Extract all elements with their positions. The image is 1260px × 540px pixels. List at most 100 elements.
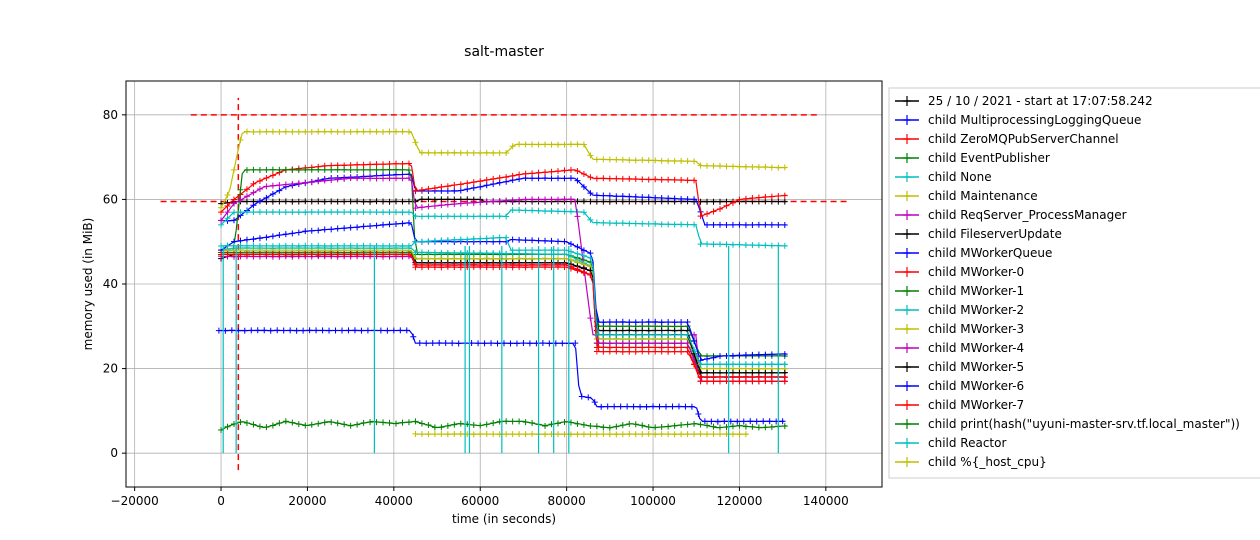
series-point — [559, 340, 566, 347]
series-point — [632, 175, 639, 182]
series-point — [749, 423, 756, 430]
series-point — [393, 128, 399, 135]
series-point — [483, 235, 490, 242]
series-point — [587, 254, 594, 261]
series-point — [295, 229, 302, 236]
series-point — [354, 243, 361, 250]
series-point — [509, 261, 516, 268]
series-point — [507, 340, 514, 347]
series-point — [354, 161, 361, 168]
legend-marker — [903, 419, 911, 429]
legend-marker — [903, 305, 911, 315]
series-point — [632, 319, 639, 326]
series-point — [606, 219, 613, 226]
series-point — [665, 195, 672, 202]
legend-label: child MWorker-2 — [928, 303, 1024, 317]
series-point — [587, 152, 594, 159]
series-point — [617, 403, 624, 410]
series-point — [451, 149, 458, 156]
series-point — [768, 374, 775, 381]
series-point — [308, 421, 315, 428]
legend-label: child MWorker-5 — [928, 360, 1024, 374]
series-point — [483, 199, 490, 206]
series-point — [717, 353, 723, 360]
series-point — [436, 339, 443, 346]
series-point — [587, 198, 594, 205]
series-point — [781, 423, 788, 430]
series-point — [393, 198, 399, 205]
series-point — [302, 198, 309, 205]
series-point — [444, 249, 451, 256]
series-point — [671, 176, 678, 183]
series-point — [470, 179, 477, 186]
series-point — [360, 208, 367, 215]
series-point — [626, 175, 633, 182]
legend-item: child MWorker-7 — [895, 398, 1024, 412]
series-point — [295, 421, 302, 428]
legend-item: child %{_host_cpu} — [895, 455, 1047, 469]
series-point — [587, 216, 594, 223]
series-point — [742, 242, 749, 249]
series-point — [326, 327, 333, 334]
series-point — [380, 161, 387, 168]
series-point — [250, 208, 257, 215]
series-point — [749, 242, 756, 249]
series-point — [632, 220, 639, 227]
series-point — [529, 237, 536, 244]
series-point — [555, 141, 561, 148]
series-point — [684, 319, 691, 326]
series-point — [373, 128, 380, 135]
legend-item: child MWorker-5 — [895, 360, 1024, 374]
series-point — [697, 162, 704, 169]
series-point — [475, 340, 482, 347]
series-point — [742, 351, 749, 358]
series-point — [697, 421, 704, 428]
series-point — [254, 327, 261, 334]
x-tick-label: 100000 — [630, 494, 676, 508]
series-point — [399, 128, 406, 135]
series-point — [256, 128, 263, 135]
series-point — [276, 187, 283, 194]
series-point — [781, 192, 788, 199]
series-point — [678, 431, 685, 438]
series-point — [658, 176, 665, 183]
series-point — [755, 424, 762, 431]
series-point — [580, 431, 587, 438]
series-point — [418, 420, 425, 427]
series-point — [276, 182, 283, 189]
series-point — [444, 422, 451, 429]
series-point — [669, 403, 676, 410]
series-point — [308, 166, 315, 173]
series-13 — [218, 253, 788, 381]
series-point — [399, 209, 406, 216]
series-point — [682, 403, 689, 410]
series-point — [697, 374, 704, 381]
series-point — [256, 243, 263, 250]
series-point — [658, 157, 665, 164]
series-point — [539, 339, 546, 346]
series-point — [418, 213, 425, 220]
series-point — [341, 198, 348, 205]
series-point — [632, 193, 639, 200]
series-point — [736, 431, 743, 438]
legend-item: child MultiprocessingLoggingQueue — [895, 113, 1141, 127]
series-point — [367, 166, 374, 173]
series-point — [574, 213, 581, 220]
series-line — [220, 162, 787, 217]
series-point — [393, 166, 399, 173]
series-point — [481, 340, 488, 347]
series-point — [762, 221, 769, 228]
y-axis: 0 20 40 60 80 — [103, 108, 126, 460]
series-point — [632, 331, 639, 338]
series-point — [710, 198, 717, 205]
series-point — [341, 209, 348, 216]
series-point — [762, 242, 769, 249]
series-point — [380, 198, 387, 205]
series-point — [397, 327, 404, 334]
series-point — [755, 221, 762, 228]
series-point — [289, 166, 296, 173]
series-point — [367, 128, 374, 135]
y-tick-label: 20 — [103, 362, 118, 376]
series-point — [393, 221, 399, 228]
series-point — [490, 234, 497, 241]
